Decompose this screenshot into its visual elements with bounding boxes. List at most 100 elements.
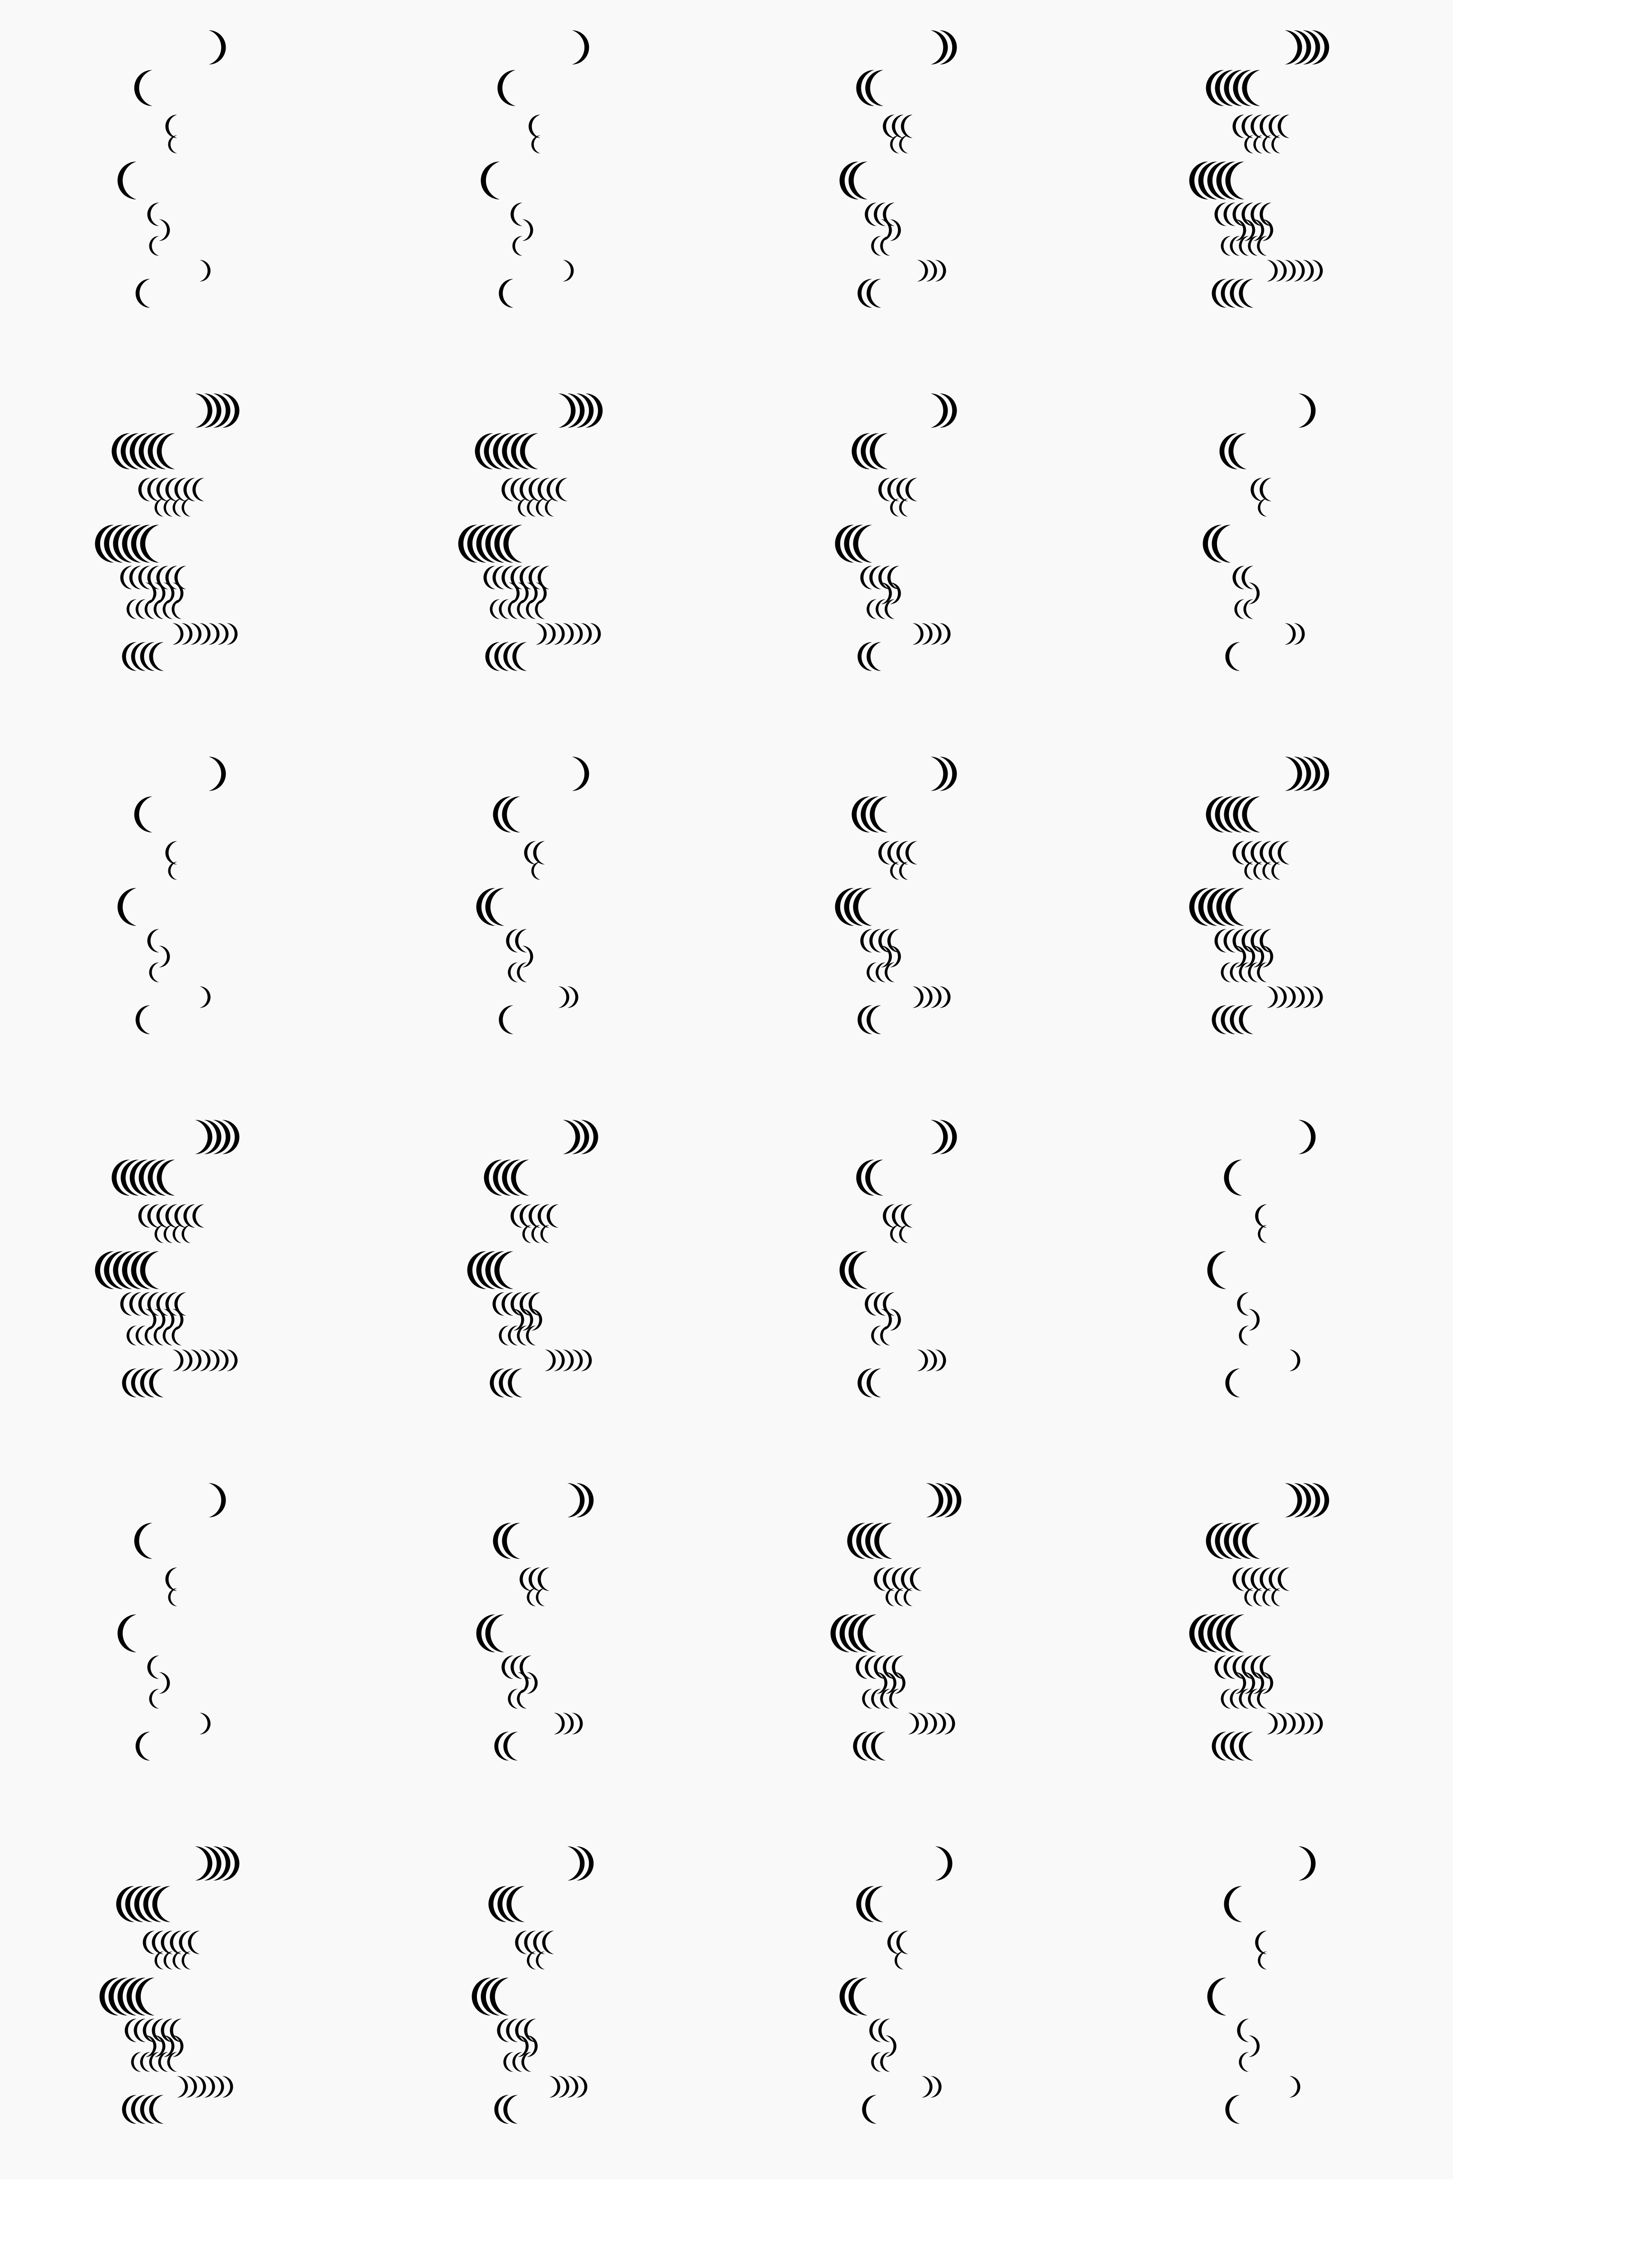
crescent-mark — [1250, 478, 1263, 501]
crescent-mark — [869, 566, 881, 589]
crescent-mark — [186, 2076, 197, 2098]
crescent-mark — [857, 279, 872, 308]
crescent-mark — [871, 1689, 881, 1709]
crescent-mark — [503, 1732, 518, 1761]
crescent-mark — [572, 757, 589, 791]
crescent-mark — [1212, 279, 1226, 308]
crescent-mark — [122, 525, 141, 563]
crescent-mark — [493, 433, 511, 469]
crescent-mark — [874, 1292, 886, 1316]
crescent-mark — [1224, 1160, 1242, 1196]
crescent-mark — [503, 642, 518, 671]
crescent-mark — [866, 1368, 881, 1397]
crescent-mark — [510, 478, 523, 501]
crescent-mark — [875, 962, 886, 982]
crescent-mark — [1239, 962, 1249, 982]
crescent-mark — [558, 2076, 569, 2098]
crescent-mark — [880, 1326, 890, 1345]
crescent-mark — [1258, 499, 1267, 517]
crescent-mark — [1243, 599, 1254, 619]
crescent-mark — [839, 1251, 859, 1289]
crescent-mark — [148, 433, 166, 469]
crescent-mark — [1250, 929, 1263, 952]
crescent-mark — [167, 2052, 177, 2072]
crescent-mark — [1239, 1732, 1254, 1761]
crescent-mark — [1250, 203, 1263, 226]
crescent-mark — [1276, 986, 1287, 1008]
crescent-cluster — [476, 757, 589, 1034]
crescent-mark — [140, 2052, 150, 2072]
crescent-mark — [527, 2035, 538, 2057]
crescent-mark — [519, 566, 532, 589]
crescent-mark — [890, 582, 901, 604]
crescent-mark — [926, 1350, 937, 1371]
crescent-mark — [222, 2076, 233, 2098]
crescent-mark — [1189, 888, 1208, 926]
crescent-mark — [1248, 962, 1258, 982]
crescent-mark — [1253, 946, 1264, 967]
crescent-mark — [163, 499, 173, 517]
crescent-mark — [1303, 757, 1320, 791]
crescent-mark — [159, 219, 170, 241]
crescent-mark — [1303, 30, 1320, 65]
crescent-mark — [856, 1655, 868, 1679]
crescent-mark — [172, 2035, 184, 2057]
crescent-mark — [149, 2052, 159, 2072]
crescent-mark — [528, 1567, 541, 1591]
crescent-mark — [883, 1204, 895, 1228]
crescent-mark — [181, 623, 193, 645]
crescent-mark — [1214, 929, 1226, 952]
crescent-mark — [572, 623, 583, 645]
crescent-mark — [1262, 862, 1272, 880]
crescent-mark — [153, 1326, 164, 1345]
crescent-mark — [1267, 1713, 1278, 1734]
crescent-mark — [130, 1160, 148, 1196]
crescent-mark — [1262, 219, 1273, 241]
crescent-mark — [503, 525, 523, 563]
artboard — [95, 30, 1329, 2124]
crescent-mark — [174, 478, 186, 501]
crescent-mark — [510, 1292, 523, 1316]
crescent-mark — [148, 1160, 166, 1196]
crescent-mark — [860, 566, 872, 589]
crescent-mark — [581, 623, 592, 645]
crescent-mark — [581, 1350, 592, 1371]
crescent-mark — [1225, 888, 1245, 926]
crescent-mark — [149, 962, 159, 982]
crescent-mark — [140, 525, 159, 563]
crescent-mark — [866, 1005, 881, 1034]
crescent-mark — [1216, 1614, 1236, 1652]
crescent-mark — [494, 2095, 509, 2124]
crescent-mark — [227, 623, 238, 645]
crescent-mark — [930, 623, 942, 645]
crescent-mark — [1239, 236, 1249, 256]
crescent-mark — [497, 1886, 516, 1922]
crescent-mark — [506, 1886, 525, 1922]
crescent-mark — [903, 1588, 913, 1606]
crescent-mark — [501, 478, 514, 501]
crescent-mark — [1230, 1005, 1245, 1034]
crescent-mark — [181, 499, 191, 517]
crescent-mark — [152, 1931, 164, 1954]
crescent-mark — [1298, 1120, 1316, 1154]
crescent-mark — [499, 599, 509, 619]
crescent-cluster — [839, 1120, 957, 1397]
crescent-mark — [135, 279, 150, 308]
crescent-mark — [563, 1120, 580, 1154]
crescent-mark — [892, 115, 904, 138]
crescent-mark — [144, 1326, 155, 1345]
crescent-mark — [1232, 203, 1245, 226]
crescent-mark — [890, 1309, 901, 1331]
crescent-mark — [509, 582, 520, 604]
crescent-mark — [546, 1204, 559, 1228]
crescent-mark — [535, 599, 545, 619]
crescent-mark — [506, 929, 518, 952]
crescent-mark — [926, 260, 937, 282]
crescent-mark — [140, 2095, 155, 2124]
crescent-mark — [171, 599, 182, 619]
crescent-mark — [213, 393, 231, 428]
crescent-mark — [866, 279, 881, 308]
crescent-mark — [881, 219, 892, 241]
crescent-mark — [190, 1350, 202, 1371]
crescent-mark — [1268, 841, 1281, 864]
